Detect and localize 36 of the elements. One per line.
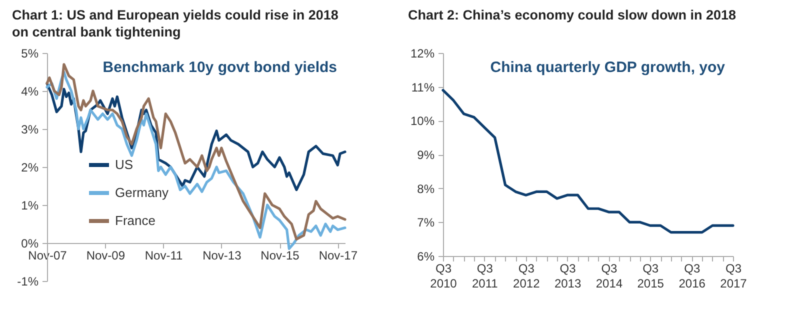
x-tick-label: Nov-13 — [202, 248, 242, 262]
x-tick-label: Q3 2013 — [554, 262, 582, 290]
x-tick-label: Nov-11 — [144, 248, 183, 262]
y-tick-label: 9% — [417, 148, 435, 162]
x-tick-label: Q3 2011 — [472, 262, 498, 290]
y-tick-label: 12% — [410, 46, 435, 60]
y-tick-label: 11% — [411, 80, 435, 94]
y-tick-label: 6% — [417, 250, 435, 264]
x-tick-label: Q3 2010 — [430, 262, 458, 290]
legend-label: Germany — [115, 185, 169, 200]
x-tick-label: Q3 2017 — [720, 262, 748, 290]
chart-title: Chart 1: US and European yields could rise in 2018 on central bank tightening — [12, 8, 339, 40]
y-tick-label: -1% — [17, 274, 39, 288]
x-tick-label: Q3 2014 — [596, 262, 623, 290]
x-tick-label: Nov-07 — [28, 248, 68, 262]
line-series — [442, 88, 734, 234]
legend-label: France — [115, 213, 156, 228]
x-tick-label: Nov-15 — [260, 248, 300, 262]
y-tick-label: 0% — [21, 236, 39, 250]
x-tick-label: Nov-17 — [318, 248, 358, 262]
x-tick-label: Q3 2012 — [513, 262, 540, 290]
legend-label: US — [115, 157, 134, 172]
annotation: Benchmark 10y govt bond yields — [102, 59, 337, 76]
y-tick-label: 7% — [417, 216, 435, 230]
y-tick-label: 10% — [410, 114, 435, 128]
y-tick-label: 8% — [417, 182, 435, 196]
chart-title: Chart 2: China’s economy could slow down in 2018 — [408, 8, 737, 22]
x-tick-label: Q3 2015 — [637, 262, 664, 290]
y-tick-label: 4% — [21, 84, 39, 98]
x-tick-label: Nov-09 — [86, 248, 126, 262]
annotation: China quarterly GDP growth, yoy — [490, 59, 726, 76]
y-tick-label: 1% — [21, 198, 39, 212]
y-tick-label: 3% — [21, 122, 39, 136]
y-tick-label: 5% — [21, 46, 39, 60]
y-tick-label: 2% — [21, 160, 39, 174]
x-tick-label: Q3 2016 — [678, 262, 706, 290]
